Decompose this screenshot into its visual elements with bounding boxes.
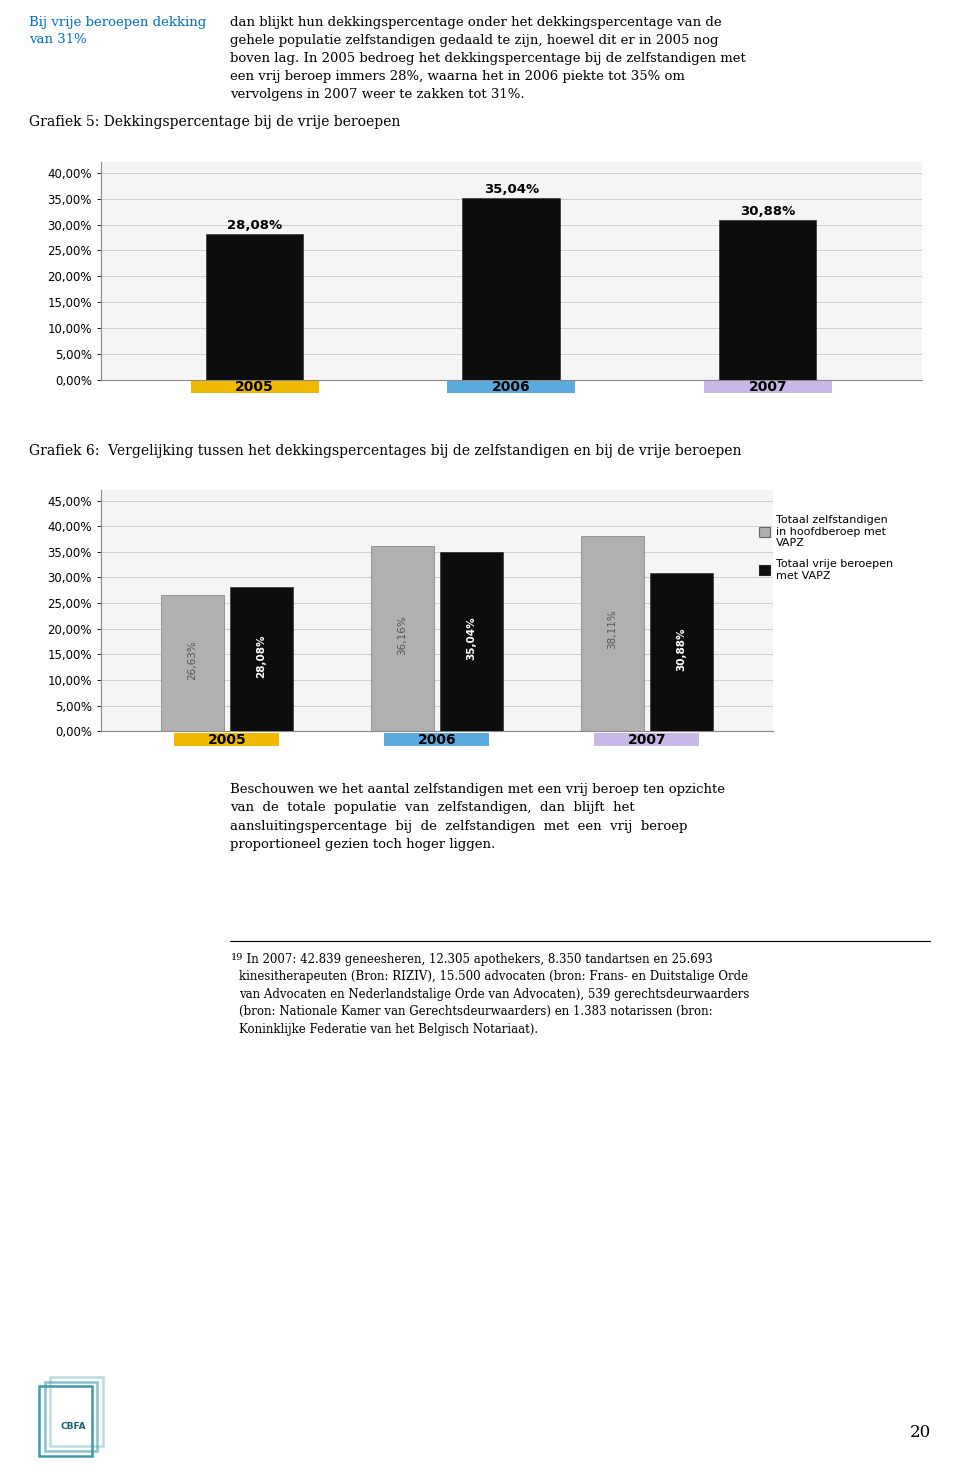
Bar bbox=[206, 235, 303, 380]
Text: 30,88%: 30,88% bbox=[740, 205, 795, 219]
Text: 38,11%: 38,11% bbox=[607, 610, 617, 650]
Text: 26,63%: 26,63% bbox=[187, 641, 197, 679]
Bar bbox=[719, 220, 816, 380]
Text: Grafiek 5: Dekkingspercentage bij de vrije beroepen: Grafiek 5: Dekkingspercentage bij de vri… bbox=[29, 115, 400, 128]
Text: 30,88%: 30,88% bbox=[677, 628, 686, 671]
Bar bbox=[371, 546, 434, 731]
Text: 36,16%: 36,16% bbox=[397, 614, 407, 654]
Text: 2007: 2007 bbox=[749, 381, 787, 394]
Bar bbox=[594, 733, 699, 746]
Bar bbox=[650, 573, 713, 731]
Text: 19: 19 bbox=[230, 953, 243, 962]
Bar bbox=[704, 381, 831, 393]
Bar bbox=[175, 733, 279, 746]
Text: 20: 20 bbox=[910, 1424, 931, 1442]
Text: 28,08%: 28,08% bbox=[256, 635, 267, 678]
Bar bbox=[191, 381, 319, 393]
Text: Bij vrije beroepen dekking
van 31%: Bij vrije beroepen dekking van 31% bbox=[29, 16, 206, 46]
Text: Beschouwen we het aantal zelfstandigen met een vrij beroep ten opzichte
van  de : Beschouwen we het aantal zelfstandigen m… bbox=[230, 783, 726, 851]
Text: dan blijkt hun dekkingspercentage onder het dekkingspercentage van de
gehele pop: dan blijkt hun dekkingspercentage onder … bbox=[230, 16, 746, 102]
Text: 2006: 2006 bbox=[418, 733, 456, 747]
Bar bbox=[463, 198, 560, 380]
Text: 2006: 2006 bbox=[492, 381, 531, 394]
Text: 35,04%: 35,04% bbox=[467, 616, 476, 660]
Text: In 2007: 42.839 geneesheren, 12.305 apothekers, 8.350 tandartsen en 25.693
kines: In 2007: 42.839 geneesheren, 12.305 apot… bbox=[239, 953, 749, 1035]
Text: 2005: 2005 bbox=[235, 381, 274, 394]
Bar bbox=[440, 551, 503, 731]
Text: 2005: 2005 bbox=[207, 733, 246, 747]
Text: 28,08%: 28,08% bbox=[228, 220, 282, 232]
Legend: Totaal zelfstandigen
in hoofdberoep met
VAPZ, Totaal vrije beroepen
met VAPZ: Totaal zelfstandigen in hoofdberoep met … bbox=[759, 515, 893, 580]
Bar bbox=[447, 381, 575, 393]
Text: CBFA: CBFA bbox=[60, 1422, 86, 1431]
Bar bbox=[581, 536, 643, 731]
Bar bbox=[230, 588, 293, 731]
Text: 35,04%: 35,04% bbox=[484, 183, 539, 196]
Text: Grafiek 6:  Vergelijking tussen het dekkingspercentages bij de zelfstandigen en : Grafiek 6: Vergelijking tussen het dekki… bbox=[29, 445, 741, 458]
Bar bbox=[384, 733, 490, 746]
Bar bbox=[160, 595, 224, 731]
Text: 2007: 2007 bbox=[628, 733, 666, 747]
